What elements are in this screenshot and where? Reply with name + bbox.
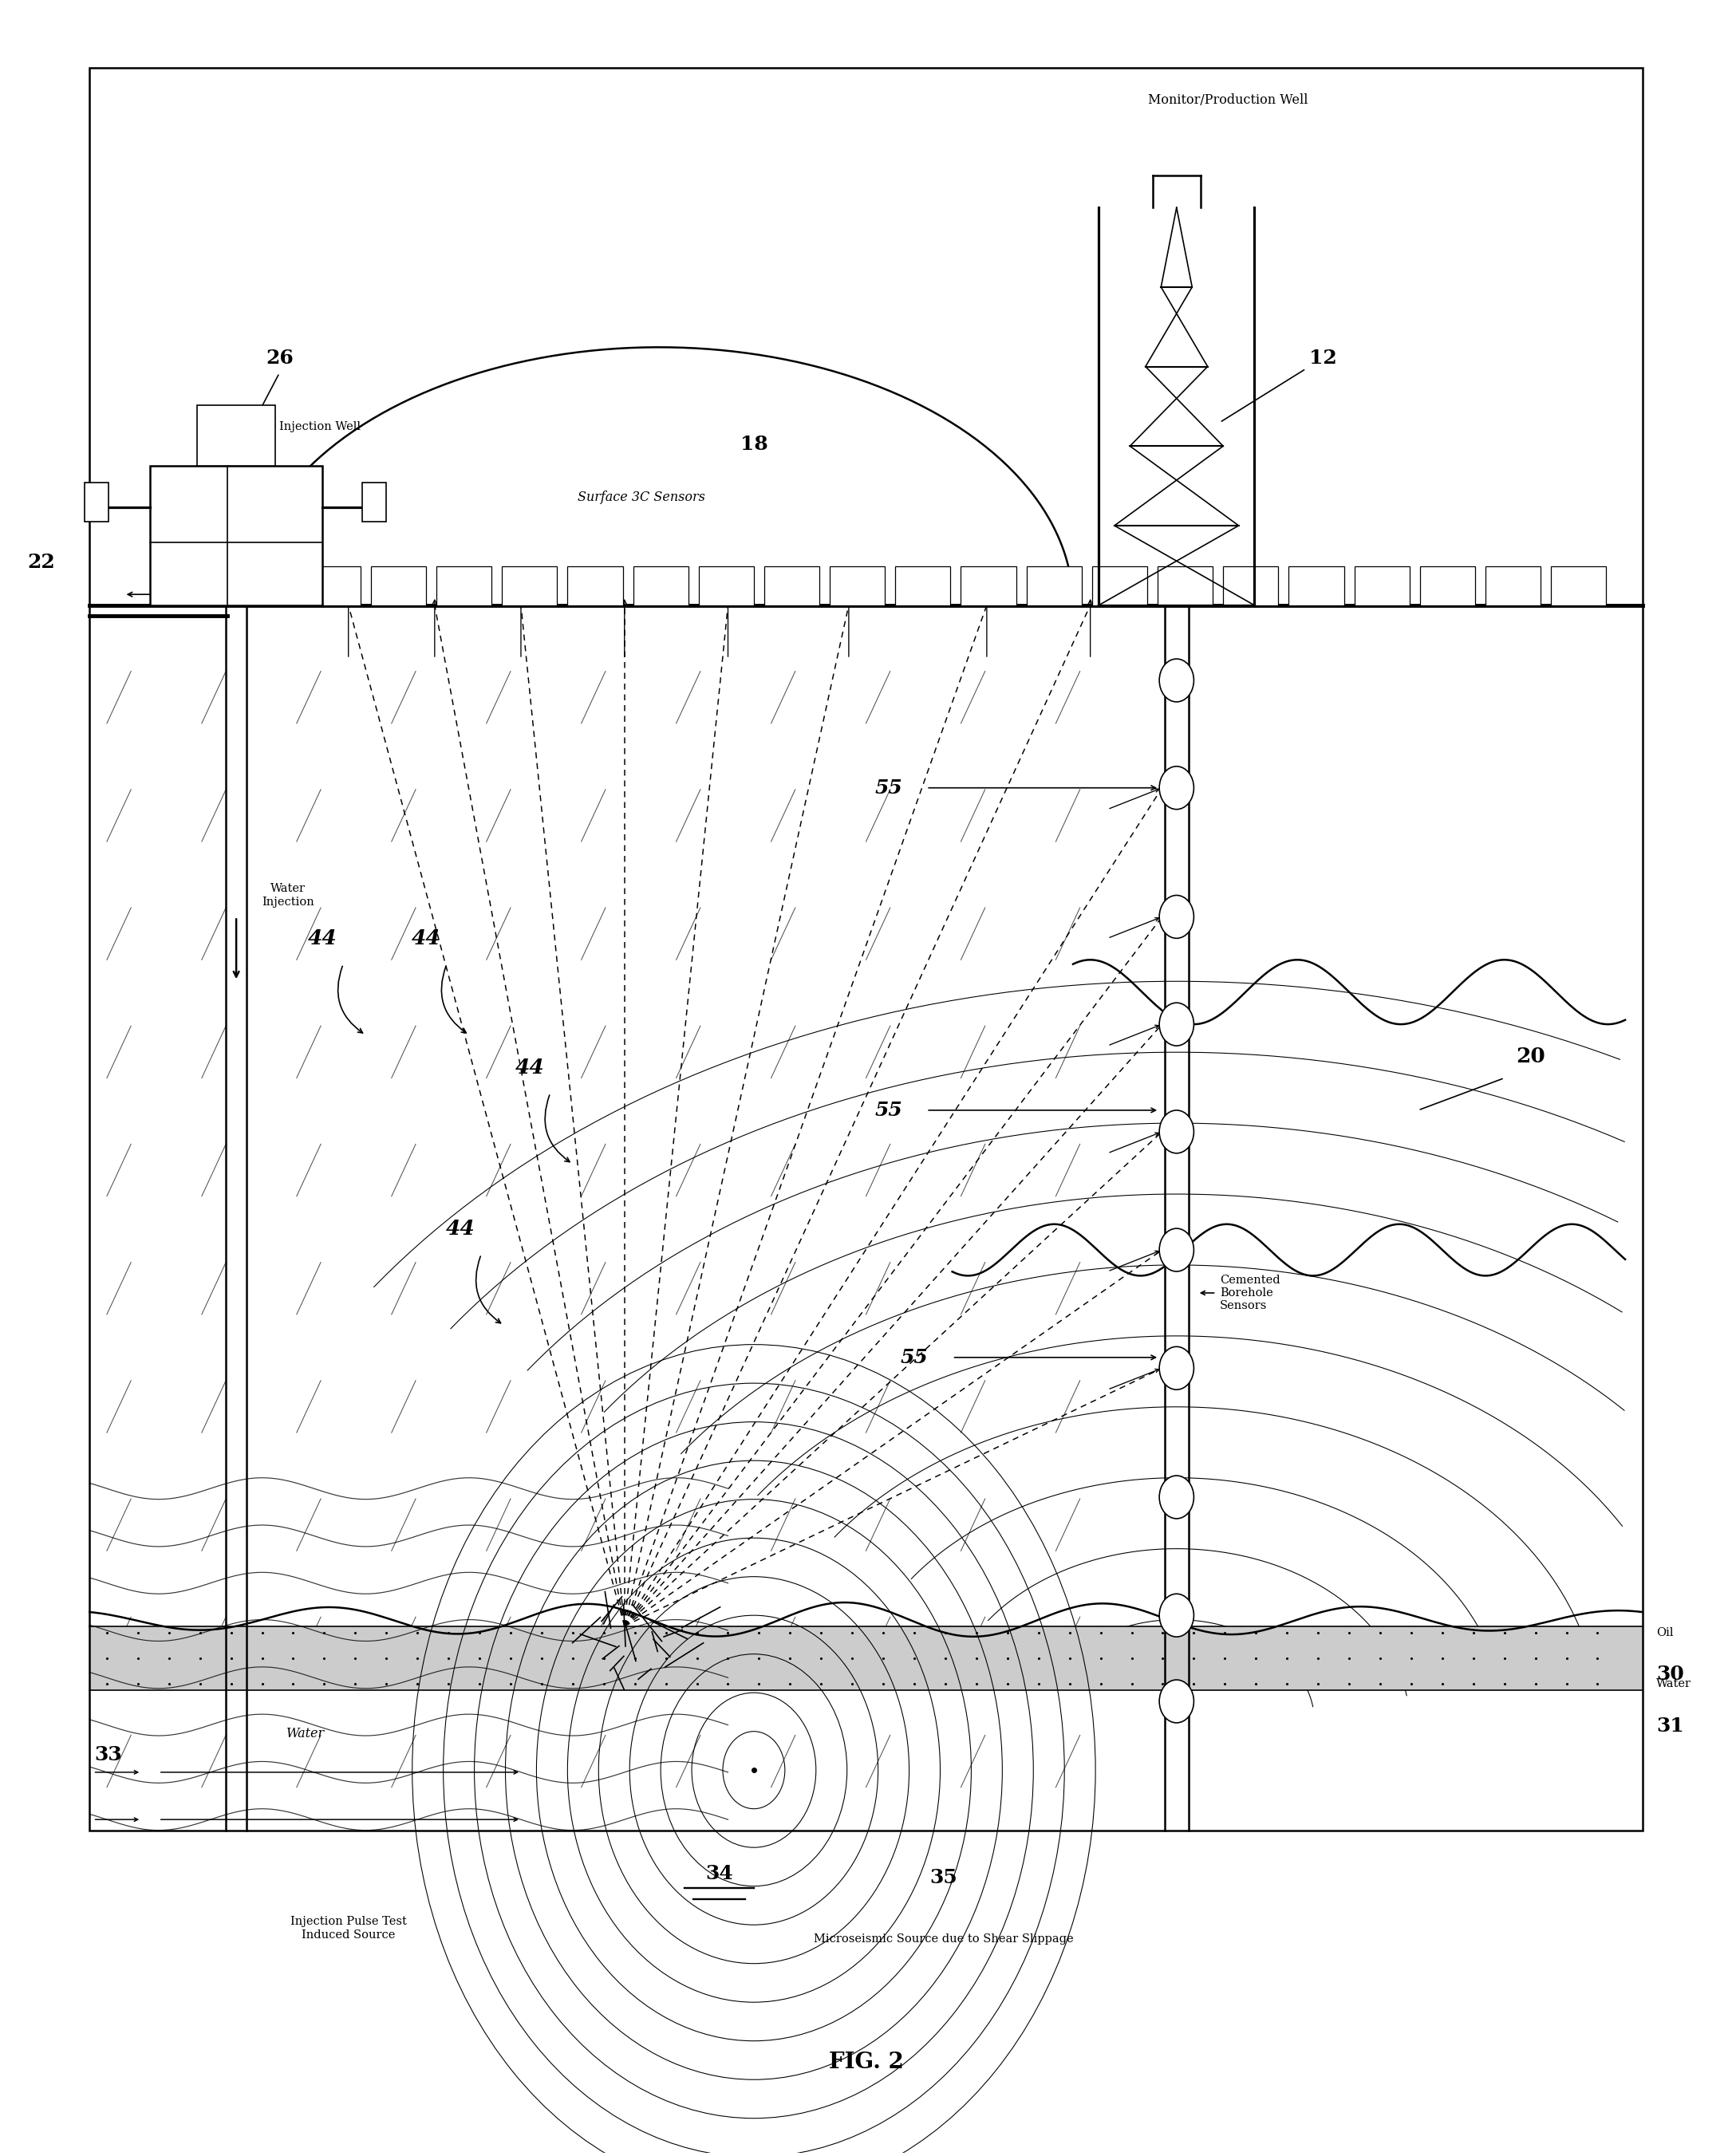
Text: 18: 18: [740, 433, 767, 453]
Text: 44: 44: [445, 1218, 475, 1238]
Circle shape: [1159, 765, 1193, 808]
Circle shape: [1159, 895, 1193, 938]
Bar: [1223, 567, 1278, 606]
Text: 22: 22: [28, 552, 55, 571]
Bar: [568, 567, 624, 606]
Text: Oil: Oil: [1656, 1628, 1673, 1639]
Text: Injection Well: Injection Well: [279, 420, 360, 433]
Circle shape: [1159, 1680, 1193, 1723]
Circle shape: [1159, 1229, 1193, 1272]
Text: Surface 3C Sensors: Surface 3C Sensors: [578, 492, 705, 505]
Text: 44: 44: [514, 1056, 544, 1078]
Circle shape: [1159, 1003, 1193, 1046]
Bar: [1289, 567, 1344, 606]
Text: 55: 55: [901, 1348, 928, 1367]
Bar: [698, 567, 753, 606]
Text: Microseismic Source due to Shear Slippage: Microseismic Source due to Shear Slippag…: [814, 1934, 1074, 1945]
Bar: [895, 567, 951, 606]
Circle shape: [1159, 1593, 1193, 1636]
Text: 12: 12: [1309, 349, 1337, 367]
Text: 44: 44: [412, 929, 440, 949]
Text: 30: 30: [1656, 1664, 1684, 1684]
Bar: [1091, 567, 1147, 606]
Circle shape: [1159, 1110, 1193, 1153]
Bar: [305, 567, 360, 606]
Text: 55: 55: [875, 1102, 902, 1119]
Circle shape: [1159, 1475, 1193, 1518]
Bar: [90, 1626, 1642, 1690]
Text: FIG. 2: FIG. 2: [828, 2053, 904, 2074]
Bar: [1157, 567, 1212, 606]
Text: 44: 44: [308, 929, 338, 949]
Bar: [151, 466, 322, 606]
Text: 31: 31: [1656, 1716, 1684, 1736]
Text: Water
Injection: Water Injection: [262, 884, 313, 908]
Bar: [436, 567, 492, 606]
Text: Water: Water: [1656, 1680, 1692, 1690]
Text: Water: Water: [286, 1727, 324, 1740]
Bar: [634, 567, 688, 606]
Bar: [1486, 567, 1540, 606]
Bar: [502, 567, 558, 606]
Bar: [90, 67, 1642, 1830]
Bar: [830, 567, 885, 606]
Text: 33: 33: [95, 1746, 123, 1764]
Circle shape: [1159, 1348, 1193, 1391]
Bar: [1354, 567, 1410, 606]
Bar: [197, 405, 275, 466]
Bar: [362, 483, 386, 522]
Text: Cemented
Borehole
Sensors: Cemented Borehole Sensors: [1219, 1274, 1280, 1311]
Text: 20: 20: [1516, 1046, 1545, 1067]
Text: 26: 26: [265, 349, 293, 367]
Bar: [1420, 567, 1476, 606]
Bar: [371, 567, 426, 606]
Bar: [85, 483, 109, 522]
Text: 55: 55: [875, 778, 902, 798]
Bar: [1550, 567, 1606, 606]
Text: 35: 35: [930, 1867, 958, 1886]
Text: Injection Pulse Test
Induced Source: Injection Pulse Test Induced Source: [291, 1917, 407, 1940]
Bar: [961, 567, 1017, 606]
Circle shape: [1159, 660, 1193, 703]
Bar: [764, 567, 819, 606]
Bar: [1027, 567, 1082, 606]
Text: Monitor/Production Well: Monitor/Production Well: [1148, 93, 1308, 108]
Text: 34: 34: [705, 1863, 733, 1882]
